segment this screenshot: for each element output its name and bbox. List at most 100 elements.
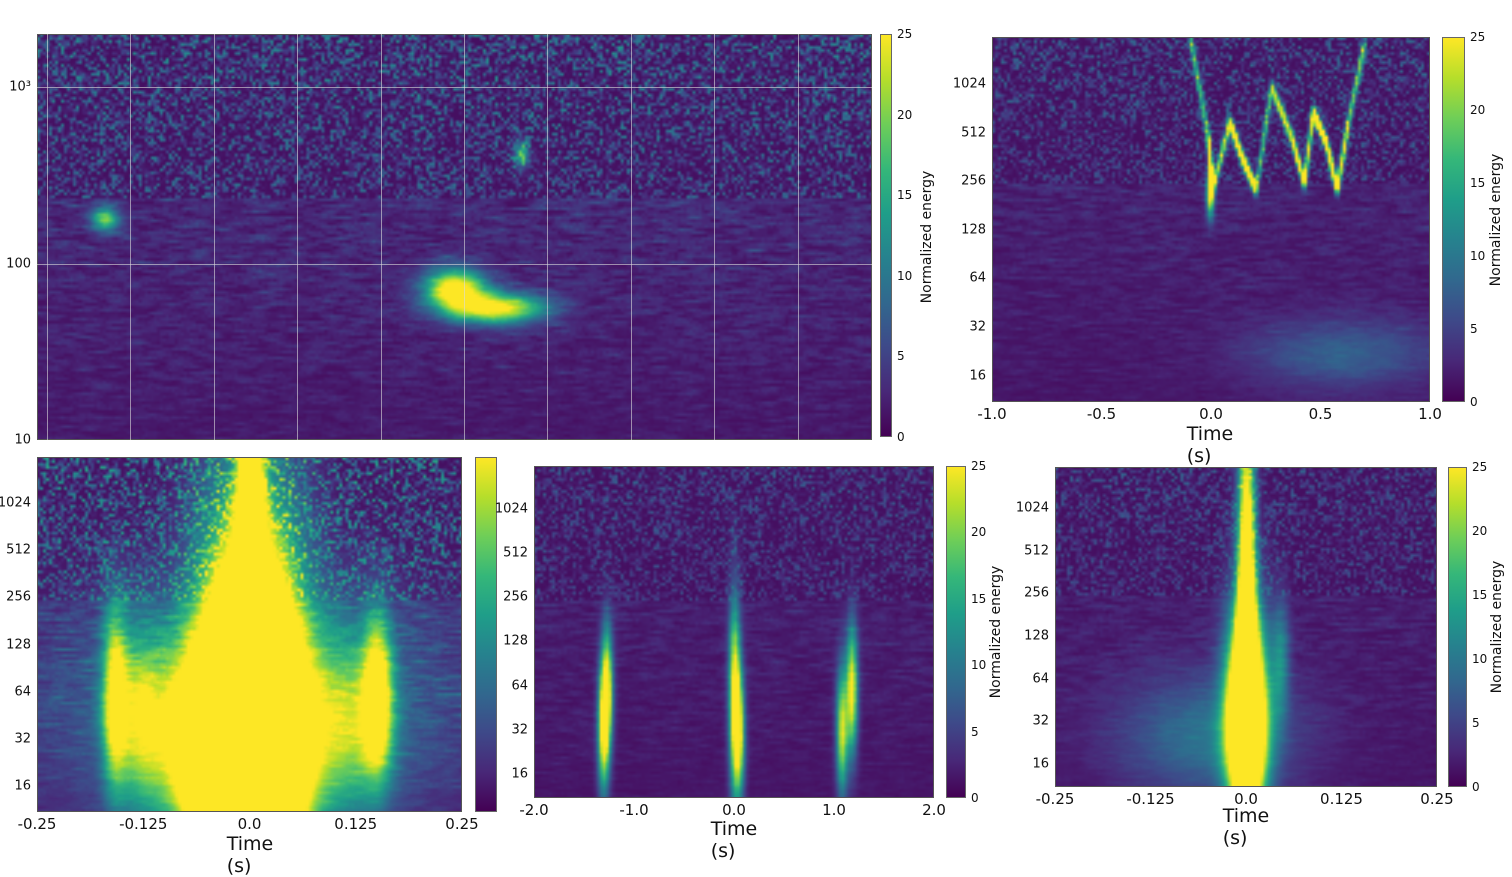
colorbar-label: Normalized energy bbox=[1489, 560, 1505, 694]
x-tick-label: 0.0 bbox=[1199, 405, 1223, 423]
x-tick-label: 1.0 bbox=[822, 801, 846, 819]
y-tick-label: 512 bbox=[961, 125, 986, 141]
y-tick-label: 100 bbox=[6, 256, 31, 272]
colorbar-tick-label: 10 bbox=[897, 268, 913, 283]
x-tick-label: 0.0 bbox=[237, 815, 262, 833]
y-tick-label: 16 bbox=[14, 778, 31, 794]
grid-line-vertical bbox=[130, 34, 132, 440]
colorbar bbox=[880, 34, 892, 437]
grid-line-vertical bbox=[380, 34, 382, 440]
x-axis-label: Time (s) bbox=[1222, 805, 1270, 849]
colorbar bbox=[1448, 467, 1467, 787]
x-axis-label: Time (s) bbox=[226, 833, 274, 877]
colorbar-label: Normalized energy bbox=[919, 170, 935, 304]
plot-frame bbox=[1055, 467, 1437, 787]
heatmap-canvas bbox=[1055, 467, 1437, 787]
colorbar-label: Normalized energy bbox=[1488, 153, 1504, 287]
colorbar-tick-label: 10 bbox=[1472, 652, 1488, 666]
x-tick-label: 0.25 bbox=[445, 815, 479, 833]
heatmap-canvas bbox=[37, 457, 462, 812]
y-tick-label: 256 bbox=[6, 589, 31, 605]
colorbar-tick-label: 5 bbox=[1472, 716, 1480, 730]
colorbar-tick-label: 20 bbox=[1472, 524, 1488, 538]
colorbar-tick-label: 15 bbox=[1470, 176, 1486, 190]
x-tick-label: 0.0 bbox=[1234, 790, 1258, 808]
plot-frame bbox=[37, 34, 872, 440]
y-tick-label: 256 bbox=[961, 173, 986, 189]
y-tick-label: 32 bbox=[511, 722, 528, 738]
x-tick-label: -0.125 bbox=[119, 815, 168, 833]
grid-line-horizontal bbox=[37, 87, 872, 89]
colorbar-tick-label: 10 bbox=[1470, 249, 1486, 263]
colorbar bbox=[946, 466, 966, 798]
y-tick-label: 32 bbox=[1032, 713, 1049, 729]
y-tick-label: 128 bbox=[6, 637, 31, 653]
y-tick-label: 512 bbox=[503, 545, 528, 561]
colorbar-tick-label: 20 bbox=[897, 107, 913, 122]
colorbar bbox=[475, 457, 497, 812]
x-tick-label: -1.0 bbox=[977, 405, 1007, 423]
y-tick-label: 64 bbox=[1032, 671, 1049, 687]
y-tick-label: 256 bbox=[1024, 585, 1049, 601]
colorbar-tick-label: 25 bbox=[1472, 460, 1488, 474]
x-axis-label: Time (s) bbox=[710, 818, 758, 862]
y-tick-label: 256 bbox=[503, 589, 528, 605]
colorbar-tick-label: 0 bbox=[1472, 780, 1480, 794]
colorbar bbox=[1442, 37, 1465, 402]
colorbar-tick-label: 0 bbox=[897, 430, 905, 444]
x-tick-label: -2.0 bbox=[519, 801, 549, 819]
y-tick-label: 32 bbox=[14, 731, 31, 747]
x-tick-label: 1.0 bbox=[1418, 405, 1442, 423]
colorbar-tick-label: 15 bbox=[897, 188, 913, 203]
x-tick-label: 2.0 bbox=[922, 801, 946, 819]
y-tick-label: 16 bbox=[1032, 756, 1049, 772]
heatmap-canvas bbox=[992, 37, 1430, 402]
x-tick-label: -0.25 bbox=[1035, 790, 1075, 808]
y-tick-label: 16 bbox=[969, 368, 986, 384]
grid-line-vertical bbox=[630, 34, 632, 440]
y-tick-label: 64 bbox=[969, 270, 986, 286]
x-axis-label: Time (s) bbox=[1186, 423, 1234, 467]
colorbar-tick-label: 20 bbox=[971, 525, 987, 540]
y-tick-label: 512 bbox=[1024, 543, 1049, 559]
y-tick-label: 1024 bbox=[1015, 500, 1049, 516]
plot-frame bbox=[37, 457, 462, 812]
x-tick-label: 0.125 bbox=[1320, 790, 1363, 808]
colorbar-tick-label: 25 bbox=[897, 27, 913, 41]
x-tick-label: -1.0 bbox=[619, 801, 649, 819]
colorbar-tick-label: 15 bbox=[1472, 588, 1488, 602]
x-tick-label: 0.0 bbox=[722, 801, 746, 819]
y-tick-label: 64 bbox=[511, 678, 528, 694]
grid-line-vertical bbox=[797, 34, 799, 440]
plot-frame bbox=[534, 466, 934, 798]
colorbar-tick-label: 0 bbox=[1470, 395, 1478, 409]
y-tick-label: 128 bbox=[503, 633, 528, 649]
grid-line-vertical bbox=[213, 34, 215, 440]
colorbar-tick-label: 5 bbox=[971, 724, 979, 739]
y-tick-label: 1024 bbox=[494, 501, 528, 517]
x-tick-label: -0.5 bbox=[1086, 405, 1117, 423]
y-tick-label: 128 bbox=[961, 222, 986, 238]
grid-line-vertical bbox=[714, 34, 716, 440]
grid-line-vertical bbox=[464, 34, 465, 440]
heatmap-canvas bbox=[37, 34, 872, 440]
plot-frame bbox=[992, 37, 1430, 402]
y-tick-label: 32 bbox=[969, 319, 986, 335]
colorbar-tick-label: 10 bbox=[971, 658, 987, 673]
colorbar-tick-label: 5 bbox=[897, 349, 905, 364]
x-tick-label: 0.5 bbox=[1308, 405, 1333, 423]
colorbar-tick-label: 15 bbox=[971, 591, 987, 606]
x-tick-label: -0.25 bbox=[17, 815, 57, 833]
y-tick-label: 16 bbox=[511, 766, 528, 782]
x-tick-label: -0.125 bbox=[1126, 790, 1175, 808]
y-tick-label: 64 bbox=[14, 684, 31, 700]
grid-line-vertical bbox=[297, 34, 299, 440]
heatmap-canvas bbox=[534, 466, 934, 798]
colorbar-tick-label: 25 bbox=[971, 459, 987, 473]
colorbar-label: Normalized energy bbox=[988, 565, 1004, 699]
x-tick-label: 0.125 bbox=[334, 815, 378, 833]
y-tick-label: 1024 bbox=[952, 76, 986, 92]
grid-line-vertical bbox=[547, 34, 549, 440]
y-tick-label: 128 bbox=[1024, 628, 1049, 644]
grid-line-horizontal bbox=[37, 263, 872, 265]
